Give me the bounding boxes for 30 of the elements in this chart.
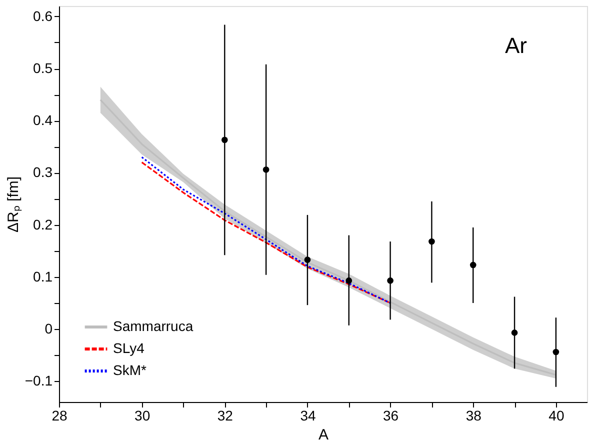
x-tick-label: 30	[134, 408, 150, 424]
point	[511, 330, 518, 336]
x-tick-label: 36	[383, 408, 399, 424]
point	[304, 256, 311, 263]
point	[552, 348, 560, 356]
x-tick-label: 38	[466, 408, 482, 424]
annotation: Ar	[505, 33, 527, 58]
legend-label: Sammarruca	[113, 318, 194, 334]
point	[470, 262, 476, 268]
y-tick-label: 0.4	[33, 112, 53, 128]
x-tick-label: 28	[52, 408, 68, 424]
y-tick-label: 0.3	[33, 164, 53, 180]
y-axis-title: ΔRₚ [fm]	[4, 176, 22, 233]
point	[221, 136, 228, 144]
point	[262, 166, 270, 173]
x-tick-label: 34	[300, 408, 316, 424]
y-tick-label: −0.1	[24, 372, 53, 389]
y-tick-label: 0.6	[33, 8, 53, 24]
legend-label: SLy4	[113, 340, 145, 356]
x-axis-title: A	[318, 426, 329, 444]
y-tick-label: 0.5	[33, 60, 53, 76]
point	[387, 277, 394, 284]
legend-label: SkM*	[113, 362, 147, 378]
y-tick-label: 0.1	[33, 268, 53, 284]
x-tick-label: 32	[217, 408, 234, 424]
x-tick-label: 40	[548, 408, 564, 424]
y-tick-label: 0.2	[33, 216, 53, 232]
point	[346, 277, 352, 284]
point	[428, 238, 435, 245]
y-tick-label: 0	[44, 320, 53, 337]
